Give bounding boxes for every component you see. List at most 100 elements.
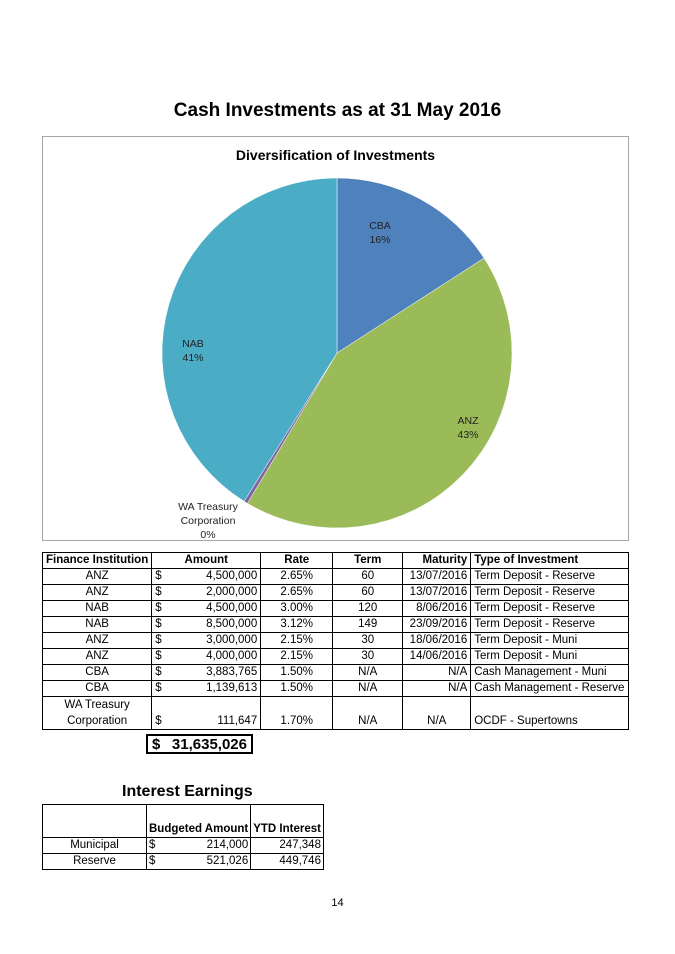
type-cell: Term Deposit - Muni [470, 632, 630, 649]
amount-cell: $2,000,000 [151, 584, 262, 601]
rate-cell: 1.50% [260, 664, 334, 681]
interest-label-cell: Reserve [42, 853, 147, 870]
amount-cell: $4,500,000 [151, 600, 262, 617]
budget-cell: $521,026 [145, 853, 252, 870]
rate-cell: 2.15% [260, 648, 334, 665]
pie-slice-anz [247, 257, 513, 529]
page-number: 14 [331, 897, 344, 909]
amount-cell: $3,000,000 [151, 632, 262, 649]
currency-symbol: $ [155, 650, 162, 662]
table-row: Reserve $521,026 449,746 [42, 853, 324, 870]
amount-cell: $4,000,000 [151, 648, 262, 665]
amount-value: 2,000,000 [206, 586, 258, 598]
currency-symbol: $ [149, 855, 156, 867]
maturity-cell: 14/06/2016 [402, 648, 472, 665]
amount-value: 8,500,000 [206, 618, 258, 630]
institution-cell: NAB [41, 600, 153, 617]
maturity-cell: N/A [402, 696, 472, 730]
currency-symbol: $ [155, 666, 162, 678]
table-row: WA Treasury Corporation $111,647 1.70% N… [41, 696, 630, 730]
type-cell: Cash Management - Reserve [470, 680, 630, 697]
budget-value: 521,026 [206, 855, 249, 867]
table-row: ANZ $2,000,000 2.65% 60 13/07/2016 Term Depos… [41, 584, 630, 601]
header-budgeted-amount: Budgeted Amount [145, 804, 252, 838]
pie-chart-frame: Diversification of Investments CBA 16% ANZ… [42, 136, 629, 541]
type-cell: OCDF - Supertowns [470, 696, 630, 730]
table-row: ANZ $4,000,000 2.15% 30 14/06/2016 Term Depos… [41, 648, 630, 665]
type-cell: Term Deposit - Reserve [470, 616, 630, 633]
amount-cell: $4,500,000 [151, 568, 262, 585]
amount-cell: $111,647 [151, 696, 262, 730]
currency-symbol: $ [155, 570, 162, 582]
rate-cell: 2.65% [260, 584, 334, 601]
rate-cell: 1.70% [260, 696, 334, 730]
total-amount: 31,635,026 [171, 735, 247, 753]
amount-value: 3,883,765 [206, 666, 258, 678]
term-cell: 149 [332, 616, 404, 633]
institution-line1: WA Treasury [64, 699, 130, 711]
amount-value: 4,000,000 [206, 650, 258, 662]
investments-table: Finance Institution Amount Rate Term Mat… [41, 552, 630, 730]
currency-symbol: $ [155, 618, 162, 630]
term-cell: 60 [332, 568, 404, 585]
currency-symbol: $ [155, 586, 162, 598]
rate-cell: 2.65% [260, 568, 334, 585]
header-blank [42, 804, 147, 838]
header-type-of-investment: Type of Investment [470, 552, 630, 569]
maturity-cell: 8/06/2016 [402, 600, 472, 617]
data-label-anz: ANZ 43% [457, 415, 479, 441]
term-cell: 60 [332, 584, 404, 601]
ytd-cell: 247,348 [250, 837, 324, 854]
total-amount-box: $ 31,635,026 [146, 734, 253, 754]
maturity-cell: N/A [402, 680, 472, 697]
pie-chart: CBA 16% ANZ 43% WA Treasury Corporation 0% NAB 4… [161, 177, 513, 540]
pie-slice-nab [161, 177, 338, 502]
header-term: Term [332, 552, 404, 569]
currency-symbol: $ [155, 602, 162, 614]
header-maturity: Maturity [402, 552, 472, 569]
header-finance-institution: Finance Institution [41, 552, 153, 569]
chart-title: Diversification of Investments [235, 147, 436, 163]
currency-symbol: $ [155, 682, 162, 694]
interest-label-cell: Municipal [42, 837, 147, 854]
institution-cell: CBA [41, 680, 153, 697]
term-cell: N/A [332, 664, 404, 681]
amount-value: 4,500,000 [206, 570, 258, 582]
institution-cell: NAB [41, 616, 153, 633]
type-cell: Cash Management - Muni [470, 664, 630, 681]
institution-cell: WA Treasury Corporation [41, 696, 153, 730]
term-cell: 30 [332, 632, 404, 649]
budget-value: 214,000 [206, 839, 249, 851]
currency-symbol: $ [149, 839, 156, 851]
amount-cell: $8,500,000 [151, 616, 262, 633]
amount-value: 1,139,613 [206, 682, 258, 694]
amount-value: 3,000,000 [206, 634, 258, 646]
institution-cell: ANZ [41, 568, 153, 585]
amount-value: 4,500,000 [206, 602, 258, 614]
type-cell: Term Deposit - Muni [470, 648, 630, 665]
table-row: CBA $3,883,765 1.50% N/A N/A Cash Management … [41, 664, 630, 681]
data-label-cba: CBA 16% [369, 220, 391, 246]
table-row: ANZ $4,500,000 2.65% 60 13/07/2016 Term Depos… [41, 568, 630, 585]
amount-value: 111,647 [217, 715, 258, 727]
rate-cell: 1.50% [260, 680, 334, 697]
interest-table: Budgeted Amount YTD Interest Municipal $2… [42, 804, 324, 870]
term-cell: 120 [332, 600, 404, 617]
institution-cell: CBA [41, 664, 153, 681]
data-label-wa-treasury-corporation: WA Treasury Corporation 0% [178, 501, 238, 540]
header-amount: Amount [151, 552, 262, 569]
type-cell: Term Deposit - Reserve [470, 568, 630, 585]
table-row: ANZ $3,000,000 2.15% 30 18/06/2016 Term Depos… [41, 632, 630, 649]
header-ytd-interest: YTD Interest [250, 804, 324, 838]
interest-earnings-title: Interest Earnings [122, 783, 253, 800]
currency-symbol: $ [155, 715, 162, 727]
rate-cell: 3.12% [260, 616, 334, 633]
pie-slice-cba [336, 177, 485, 354]
amount-cell: $3,883,765 [151, 664, 262, 681]
maturity-cell: N/A [402, 664, 472, 681]
maturity-cell: 13/07/2016 [402, 568, 472, 585]
table-row: Municipal $214,000 247,348 [42, 837, 324, 854]
rate-cell: 2.15% [260, 632, 334, 649]
table-row: NAB $8,500,000 3.12% 149 23/09/2016 Term Depo… [41, 616, 630, 633]
amount-cell: $1,139,613 [151, 680, 262, 697]
